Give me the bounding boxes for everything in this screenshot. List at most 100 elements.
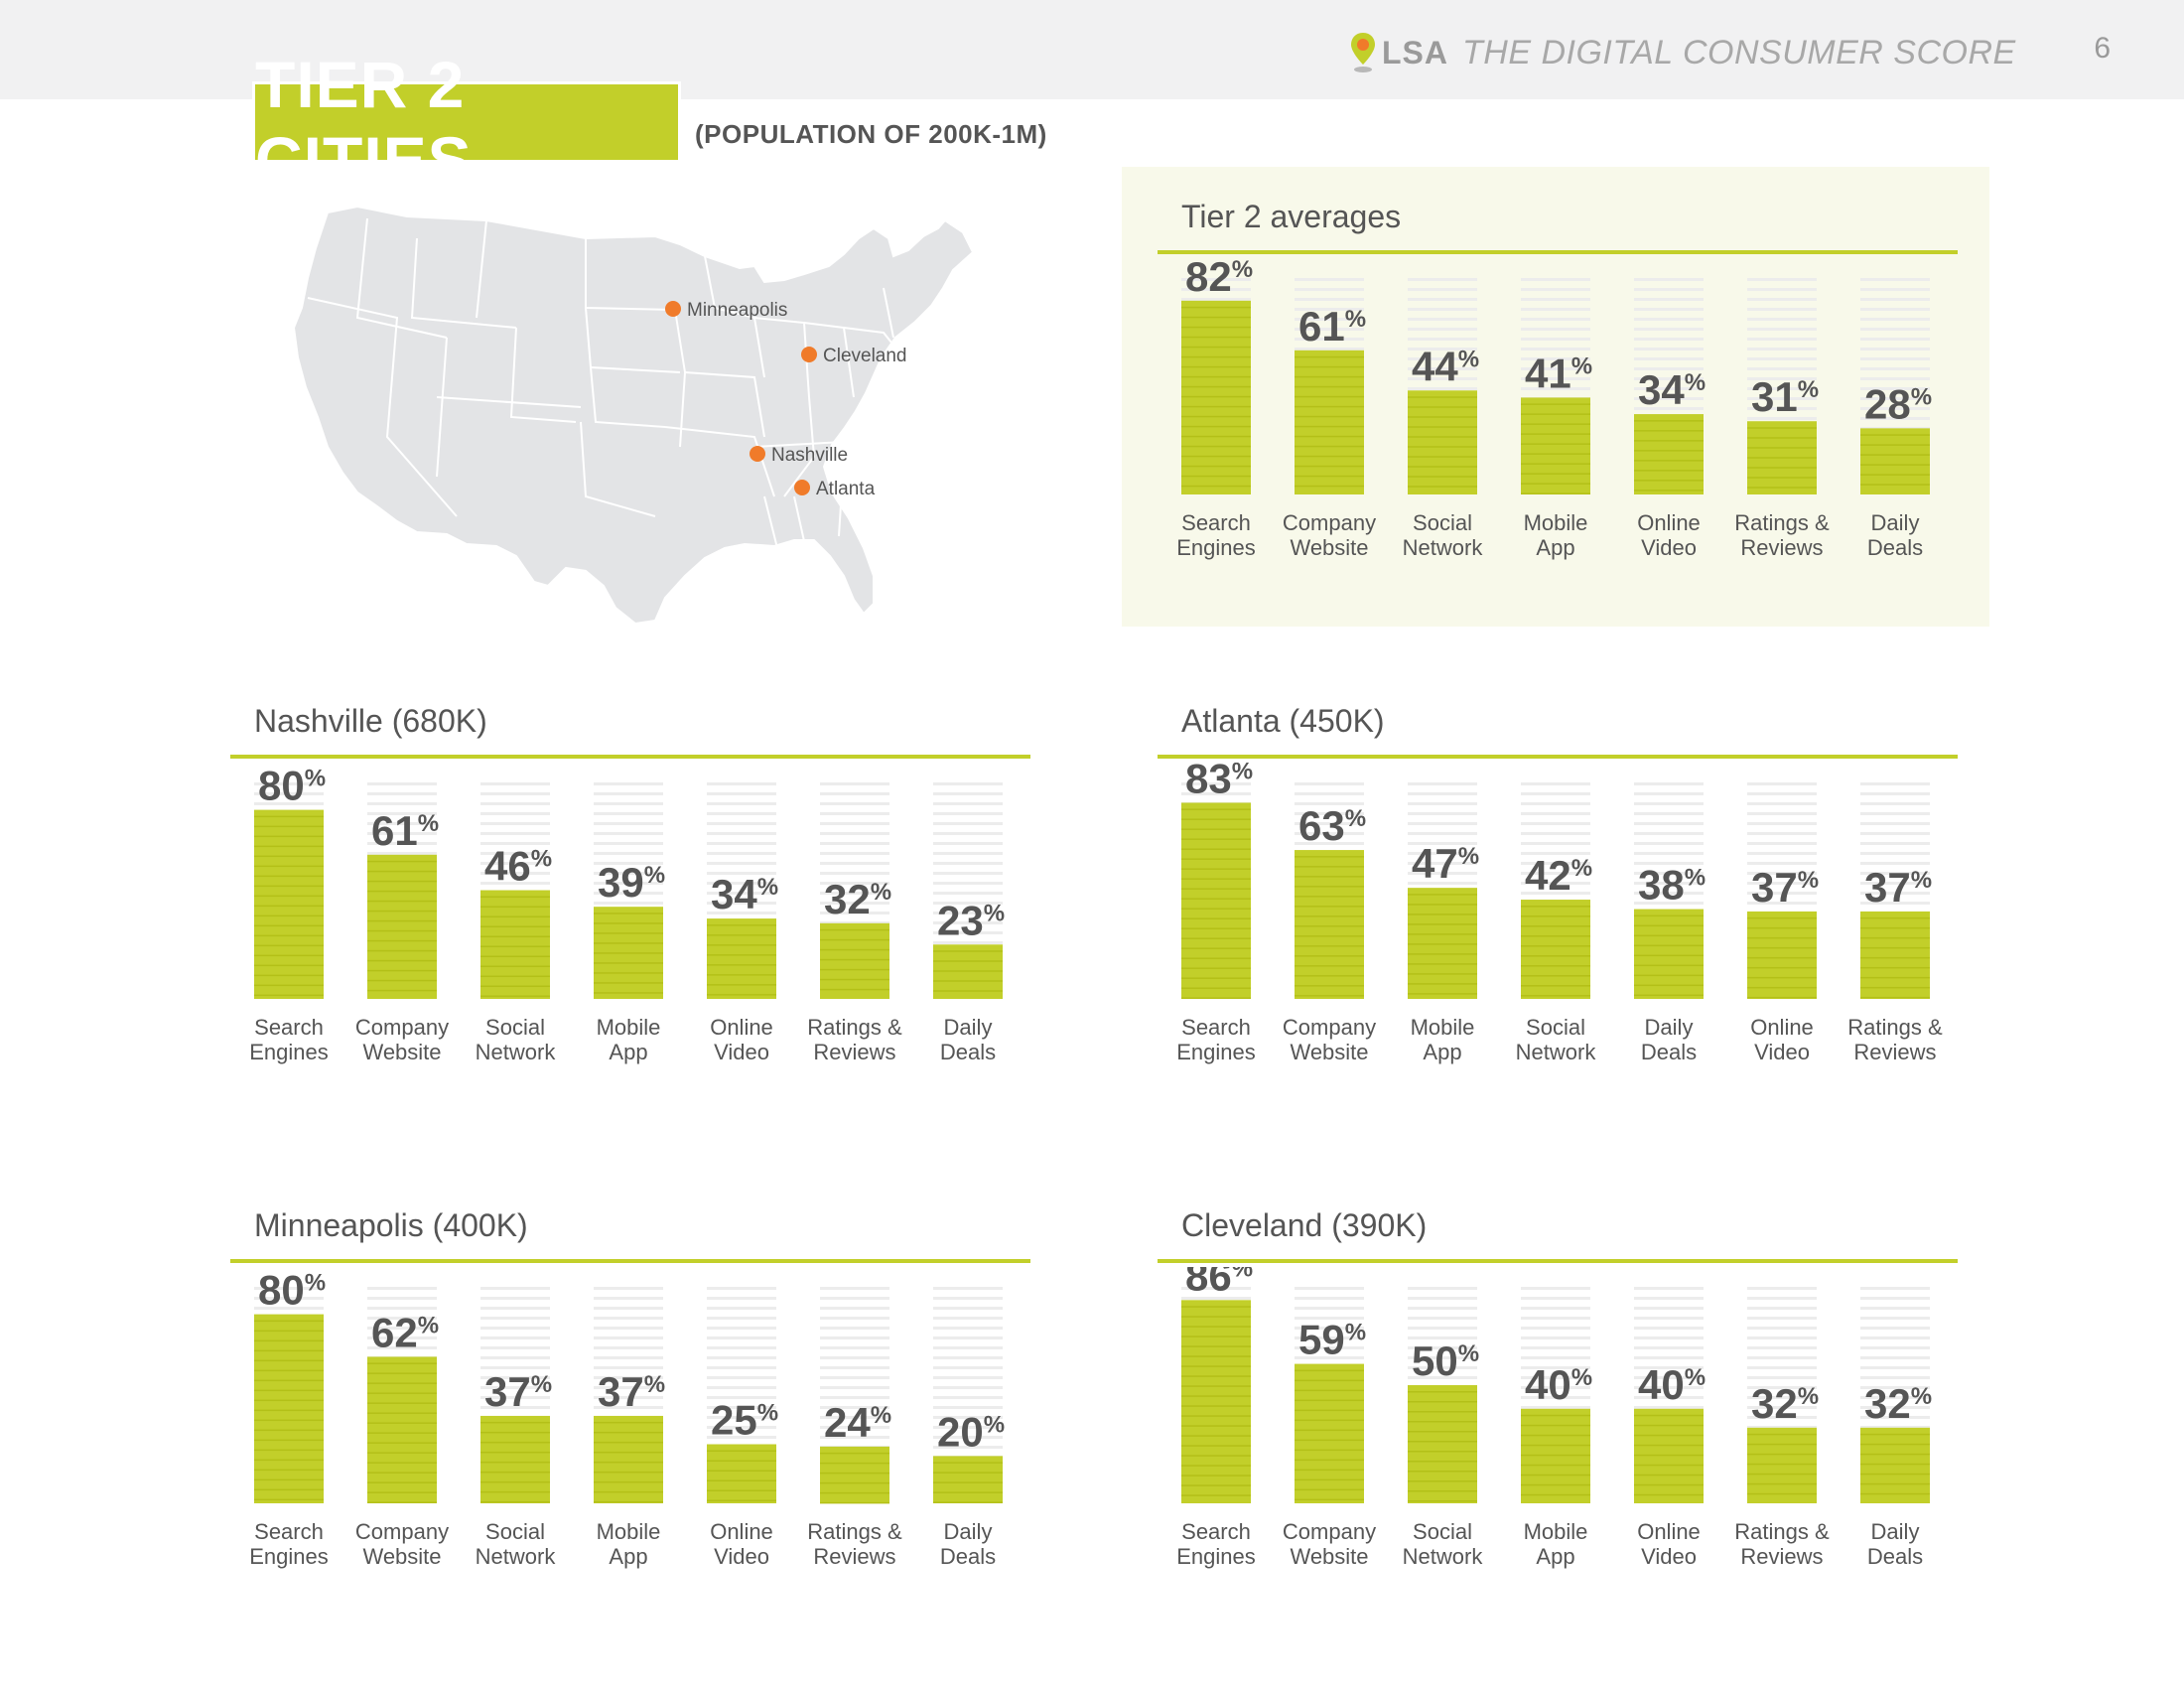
bar-ghost-stripe [820,822,889,825]
category-label: Online Video [710,1015,773,1064]
page-subtitle: (POPULATION OF 200K-1M) [695,119,1047,149]
title-rule [230,1259,1030,1263]
bar-ghost-stripe [1521,802,1590,805]
bar-group: 38% Daily Deals [1634,782,1706,1064]
bar-ghost-stripe [1747,1386,1817,1389]
bar-stripe [1408,406,1477,408]
bar-ghost-stripe [1521,872,1590,875]
bar-ghost-stripe [707,1297,776,1300]
bar [367,854,437,999]
bar-ghost-stripe [707,1287,776,1290]
bar-ghost-stripe [1521,308,1590,311]
bar-ghost-stripe [707,832,776,835]
bar-ghost-stripe [480,1287,550,1290]
bar-stripe [1860,1453,1930,1456]
data-label-unit: % [1571,1364,1592,1391]
chart-title-nashville: Nashville (680K) [254,703,487,739]
chart-panel-atlanta: Atlanta (450K) 83% Search Engines 63% Compan… [1158,699,1962,1096]
bar-stripe [254,1439,324,1442]
bar-stripe [1634,984,1704,987]
bar-stripe [1181,1355,1251,1357]
bar-stripe [1181,395,1251,398]
bar-ghost-stripe [594,1356,663,1359]
bar-stripe [1295,1399,1364,1402]
bar-ghost-stripe [820,1436,889,1439]
bar-stripe [1860,1482,1930,1485]
bar-stripe [594,942,663,944]
bar-stripe [1181,977,1251,979]
bar-stripe [933,1501,1003,1503]
bar-ghost-stripe [707,872,776,875]
data-label: 31% [1751,373,1819,420]
bar-ghost-stripe [254,1307,324,1310]
bar-stripe [367,1382,437,1384]
bar-ghost-stripe [1521,328,1590,331]
bar-ghost-stripe [1295,782,1364,785]
bar-ghost-stripe [933,1327,1003,1330]
bar-ghost-stripe [1521,278,1590,281]
bar-group: 62% Company Website [355,1287,449,1569]
bar-ghost-stripe [1634,1346,1704,1349]
bar-stripe [1295,1409,1364,1412]
bar-stripe [1408,1421,1477,1423]
bar-ghost-stripe [1747,367,1817,370]
bar-stripe [1860,956,1930,959]
bar-stripe [367,1422,437,1424]
bar-ghost-stripe [1408,318,1477,321]
bar-stripe [1521,935,1590,937]
bar-stripe [1747,946,1817,949]
bar-ghost-stripe [1295,842,1364,845]
bar-stripe [1521,1474,1590,1477]
bar-ghost-stripe [367,1346,437,1349]
bar-ghost-stripe [820,802,889,805]
bar-ghost-stripe [820,842,889,845]
bar-ghost-stripe [1634,902,1704,905]
bar-ghost-stripe [1747,902,1817,905]
category-label: Ratings & Reviews [1847,1015,1943,1064]
bar-ghost-stripe [820,1426,889,1429]
bar-stripe [1634,1444,1704,1447]
data-label: 61% [1298,303,1366,350]
bar-ghost-stripe [1408,1307,1477,1310]
bar-ghost-stripe [1521,367,1590,370]
bar-ghost-stripe [933,822,1003,825]
bar-ghost-stripe [707,822,776,825]
bar [1747,911,1817,999]
bar-stripe [367,1392,437,1394]
bar-stripe [1295,1488,1364,1491]
data-label: 63% [1298,802,1366,849]
bar-ghost-stripe [367,842,437,845]
bar-stripe [1295,1449,1364,1452]
bar-stripe [480,906,550,909]
bar-ghost-stripe [1521,288,1590,291]
bar-group: 37%Social Network [476,1287,556,1569]
bar-stripe [1408,983,1477,985]
bar-ghost-stripe [1295,832,1364,835]
bar-ghost-stripe [1181,288,1251,291]
title-rule [1158,250,1958,254]
bar-group: 50% Social Network [1403,1287,1483,1569]
bar-ghost-stripe [1634,1396,1704,1399]
bar-ghost-stripe [1295,792,1364,795]
bar-stripe [254,855,324,858]
bar-stripe [1860,454,1930,456]
data-label-unit: % [757,874,778,901]
bar-stripe [1408,1401,1477,1403]
bar-ghost-stripe [820,1406,889,1409]
bar-ghost-stripe [594,782,663,785]
bar-ghost-stripe [1634,278,1704,281]
bar-ghost-stripe [933,1386,1003,1389]
bar-ghost-stripe [820,1327,889,1330]
bar-stripe [707,964,776,966]
bar [1634,1408,1704,1503]
bar-stripe [1747,457,1817,459]
bar-stripe [1295,995,1364,997]
bar-stripe [594,1471,663,1474]
bar-stripe [367,1372,437,1374]
bar-stripe [1860,474,1930,476]
bar-ghost-stripe [1860,792,1930,795]
bar-ghost-stripe [1747,1416,1817,1419]
city-dot-atlanta [794,480,810,495]
bar-ghost-stripe [1634,892,1704,895]
bar-stripe [254,1330,324,1333]
